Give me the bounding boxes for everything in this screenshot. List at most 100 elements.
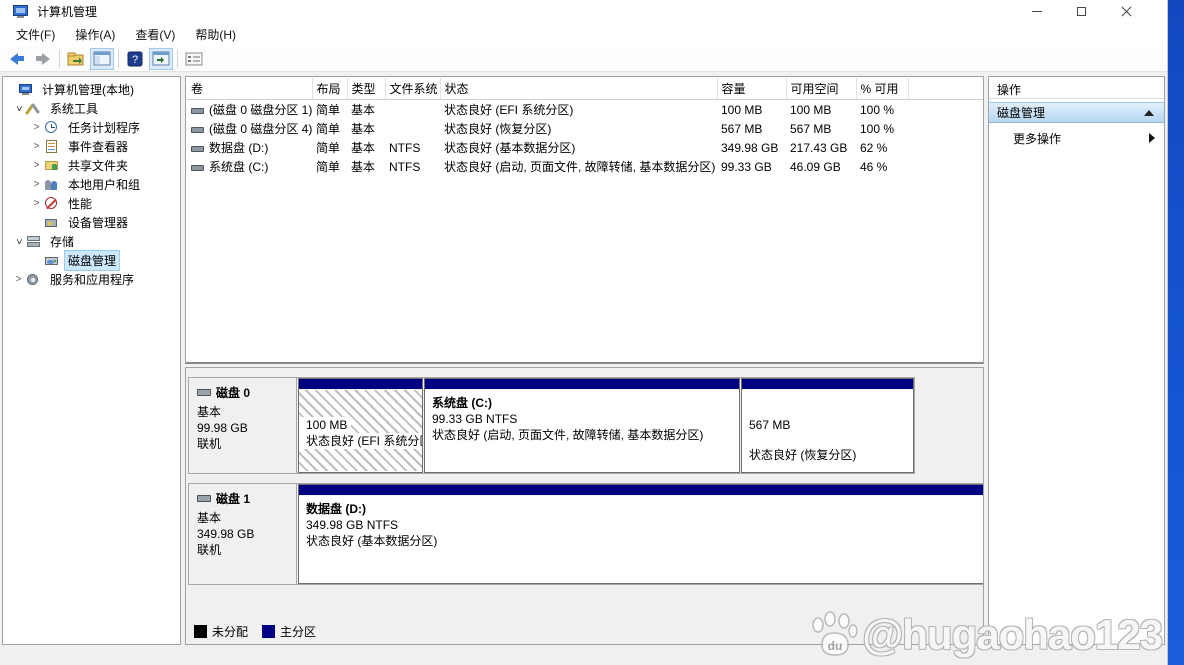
legend-label: 主分区 bbox=[280, 625, 317, 639]
app-icon bbox=[13, 4, 29, 18]
sidebar-item-label: 设备管理器 bbox=[68, 216, 129, 230]
menu-view[interactable]: 查看(V) bbox=[135, 27, 176, 42]
back-icon bbox=[10, 52, 24, 65]
disk1-label[interactable]: 磁盘 1 基本 349.98 GB 联机 bbox=[189, 484, 297, 584]
export-list-icon bbox=[67, 52, 84, 65]
menu-action[interactable]: 操作(A) bbox=[75, 27, 116, 42]
minimize-button[interactable] bbox=[1014, 0, 1059, 22]
partition-legend: 未分配 主分区 bbox=[194, 623, 316, 640]
properties-icon bbox=[185, 52, 203, 65]
chevron-collapsed-icon[interactable]: > bbox=[15, 274, 22, 285]
system-tools-icon bbox=[25, 102, 42, 116]
column-header-volume[interactable]: 卷 bbox=[187, 78, 313, 100]
sidebar-item-storage[interactable]: > 存储 bbox=[3, 232, 180, 251]
primary-partition-bar bbox=[299, 379, 422, 390]
disk1-status: 联机 bbox=[197, 543, 222, 557]
column-header-percent-free[interactable]: % 可用 bbox=[856, 78, 909, 100]
toolbar-separator bbox=[118, 49, 119, 68]
help-icon: ? bbox=[127, 51, 143, 66]
column-header-status[interactable]: 状态 bbox=[440, 78, 718, 100]
sidebar-item-task-scheduler[interactable]: > 任务计划程序 bbox=[3, 118, 180, 137]
chevron-collapsed-icon[interactable]: > bbox=[33, 160, 40, 171]
title-bar: 计算机管理 bbox=[0, 0, 1167, 22]
maximize-button[interactable] bbox=[1059, 0, 1104, 22]
disk1-size: 349.98 GB bbox=[197, 527, 255, 541]
sidebar-item-computer-management[interactable]: > 计算机管理(本地) bbox=[3, 80, 180, 99]
menu-help[interactable]: 帮助(H) bbox=[195, 27, 236, 42]
task-scheduler-icon bbox=[44, 120, 60, 135]
disk-row-0: 磁盘 0 基本 99.98 GB 联机 100 MB 状态良好 (EFI 系统分… bbox=[188, 377, 915, 474]
column-header-layout[interactable]: 布局 bbox=[312, 78, 348, 100]
disk0-status: 联机 bbox=[197, 437, 222, 451]
console-tree-icon bbox=[93, 51, 111, 66]
disk-graphical-pane: 磁盘 0 基本 99.98 GB 联机 100 MB 状态良好 (EFI 系统分… bbox=[185, 367, 984, 645]
console-tree-button[interactable] bbox=[90, 47, 114, 70]
forward-button[interactable] bbox=[31, 48, 55, 70]
forward-icon bbox=[36, 52, 50, 65]
toolbar-separator bbox=[59, 49, 60, 68]
sidebar-item-label: 系统工具 bbox=[50, 102, 99, 116]
local-users-icon bbox=[44, 178, 60, 192]
collapse-icon[interactable] bbox=[1144, 109, 1154, 116]
disk0-type: 基本 bbox=[197, 405, 222, 419]
event-viewer-icon bbox=[44, 139, 60, 154]
menu-file[interactable]: 文件(F) bbox=[16, 27, 56, 42]
partition-d[interactable]: 数据盘 (D:) 349.98 GB NTFS 状态良好 (基本数据分区) bbox=[298, 484, 983, 584]
close-icon bbox=[1121, 6, 1132, 17]
column-header-type[interactable]: 类型 bbox=[347, 78, 386, 100]
actions-title: 操作 bbox=[989, 77, 1164, 99]
chevron-expanded-icon[interactable]: > bbox=[13, 105, 24, 112]
chevron-collapsed-icon[interactable]: > bbox=[33, 198, 40, 209]
actions-group-disk-management[interactable]: 磁盘管理 bbox=[989, 102, 1164, 123]
show-console-button[interactable] bbox=[149, 47, 173, 70]
partition-c[interactable]: 系统盘 (C:) 99.33 GB NTFS 状态良好 (启动, 页面文件, 故… bbox=[424, 378, 740, 473]
volume-icon bbox=[191, 164, 204, 171]
help-button[interactable]: ? bbox=[123, 48, 147, 70]
sidebar-item-disk-management[interactable]: > 磁盘管理 bbox=[3, 250, 180, 271]
sidebar-item-label: 计算机管理(本地) bbox=[42, 83, 134, 97]
chevron-expanded-icon[interactable]: > bbox=[13, 238, 24, 245]
chevron-collapsed-icon[interactable]: > bbox=[33, 179, 40, 190]
table-row[interactable]: 数据盘 (D:) 简单 基本 NTFS 状态良好 (基本数据分区) 349.98 G… bbox=[187, 138, 983, 157]
sidebar-item-services-applications[interactable]: > 服务和应用程序 bbox=[3, 270, 180, 289]
column-header-free-space[interactable]: 可用空间 bbox=[786, 78, 857, 100]
disk1-type: 基本 bbox=[197, 511, 222, 525]
export-list-button[interactable] bbox=[64, 48, 88, 70]
sidebar-item-shared-folders[interactable]: > 共享文件夹 bbox=[3, 156, 180, 175]
table-row[interactable]: (磁盘 0 磁盘分区 4) 简单 基本 状态良好 (恢复分区) 567 MB 567… bbox=[187, 119, 983, 138]
sidebar-item-performance[interactable]: > 性能 bbox=[3, 194, 180, 213]
sidebar-item-event-viewer[interactable]: > 事件查看器 bbox=[3, 137, 180, 156]
computer-icon bbox=[18, 83, 34, 97]
partition-recovery[interactable]: 567 MB 状态良好 (恢复分区) bbox=[741, 378, 914, 473]
table-row[interactable]: 系统盘 (C:) 简单 基本 NTFS 状态良好 (启动, 页面文件, 故障转储, … bbox=[187, 157, 983, 176]
more-actions-item[interactable]: 更多操作 bbox=[989, 127, 1164, 149]
maximize-icon bbox=[1077, 6, 1086, 16]
chevron-collapsed-icon[interactable]: > bbox=[33, 141, 40, 152]
disk0-label[interactable]: 磁盘 0 基本 99.98 GB 联机 bbox=[189, 378, 297, 473]
show-console-icon bbox=[152, 51, 170, 66]
primary-partition-bar bbox=[299, 485, 983, 496]
column-header-filesystem[interactable]: 文件系统 bbox=[385, 78, 441, 100]
partition-efi[interactable]: 100 MB 状态良好 (EFI 系统分区) bbox=[298, 378, 423, 473]
properties-button[interactable] bbox=[182, 48, 206, 70]
console-tree-pane: > 计算机管理(本地) > 系统工具 > 任务计划程序 > 事件 bbox=[2, 76, 181, 645]
volume-icon bbox=[191, 107, 204, 114]
chevron-collapsed-icon[interactable]: > bbox=[33, 122, 40, 133]
shared-folders-icon bbox=[44, 159, 60, 173]
disk-icon bbox=[197, 495, 211, 502]
sidebar-item-system-tools[interactable]: > 系统工具 bbox=[3, 99, 180, 118]
sidebar-item-device-manager[interactable]: > 设备管理器 bbox=[3, 213, 180, 232]
submenu-arrow-icon bbox=[1149, 133, 1155, 143]
window-border bbox=[1166, 0, 1168, 665]
column-header-capacity[interactable]: 容量 bbox=[717, 78, 787, 100]
close-button[interactable] bbox=[1104, 0, 1149, 22]
desktop-background bbox=[1167, 0, 1184, 665]
sidebar-item-local-users-groups[interactable]: > 本地用户和组 bbox=[3, 175, 180, 194]
toolbar: ? bbox=[0, 46, 1167, 72]
menu-bar: 文件(F) 操作(A) 查看(V) 帮助(H) bbox=[0, 22, 1167, 46]
primary-partition-bar bbox=[742, 379, 913, 390]
back-button[interactable] bbox=[5, 48, 29, 70]
table-row[interactable]: (磁盘 0 磁盘分区 1) 简单 基本 状态良好 (EFI 系统分区) 100 M… bbox=[187, 100, 983, 120]
sidebar-item-label: 本地用户和组 bbox=[68, 178, 141, 192]
legend-label: 未分配 bbox=[212, 625, 249, 639]
